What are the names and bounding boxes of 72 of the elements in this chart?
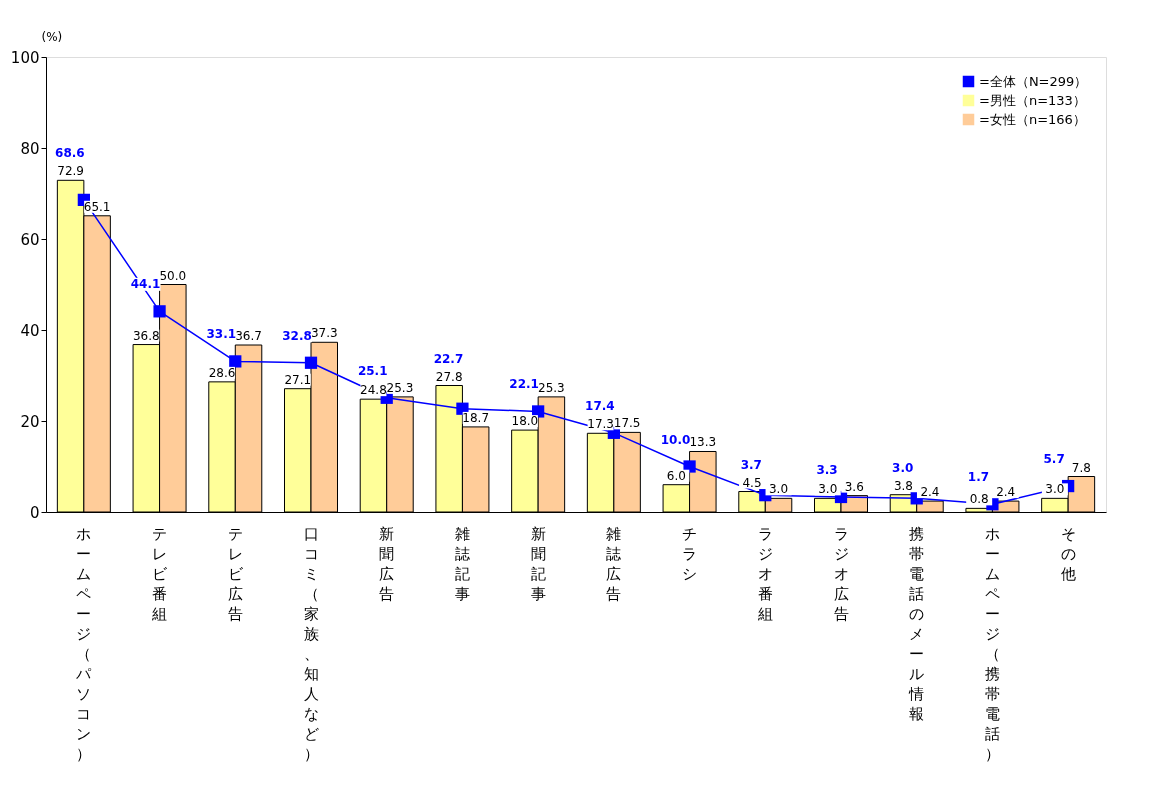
data-label: 44.1 (130, 277, 161, 292)
x-tick-label: 新聞記事 (530, 524, 546, 603)
y-tick-label: 40 (20, 321, 40, 340)
category-label: 口コミ（家族、知人など） (303, 524, 319, 763)
y-tick-label: 100 (10, 48, 40, 67)
data-label: 27.1 (284, 372, 312, 387)
x-tick-label: 新聞広告 (379, 524, 395, 603)
data-label: 36.8 (132, 328, 160, 343)
data-label: 18.0 (511, 414, 539, 429)
legend-label: =全体（N=299） (979, 73, 1088, 89)
data-label: 5.7 (1043, 452, 1065, 467)
x-tick-label: 雑誌広告 (606, 524, 622, 603)
data-label: 32.8 (282, 328, 312, 343)
data-label: 36.7 (235, 329, 262, 344)
data-label: 24.8 (360, 383, 387, 398)
y-tick-label: 60 (20, 230, 40, 249)
data-label: 27.8 (435, 369, 463, 384)
x-tick-label: ラジオ広告 (833, 524, 849, 623)
x-tick-label: テレビ番組 (151, 524, 169, 623)
data-label: 3.0 (892, 460, 914, 475)
y-tick-label: 80 (20, 139, 40, 158)
data-label: 3.0 (818, 482, 838, 497)
data-label: 6.0 (666, 468, 686, 483)
data-label: 72.9 (57, 164, 84, 179)
point (532, 405, 545, 418)
data-label: 17.5 (613, 416, 641, 431)
data-label: 3.3 (816, 462, 838, 477)
point (683, 460, 696, 473)
legend-label: =女性（n=166） (979, 111, 1086, 127)
x-tick-label: 雑誌記事 (454, 524, 470, 603)
data-label: 2.4 (996, 485, 1016, 500)
data-label: 25.3 (386, 380, 414, 395)
point (304, 356, 318, 369)
category-label: ホームページ（パソコン） (76, 524, 92, 763)
data-label: 37.3 (310, 326, 338, 341)
data-label: 25.1 (357, 363, 388, 378)
legend-label: =男性（n=133） (979, 92, 1086, 108)
data-label: 3.8 (893, 478, 914, 493)
x-tick-label: チラシ (682, 524, 698, 583)
data-label: 3.6 (844, 479, 864, 494)
data-label: 3.0 (768, 482, 789, 497)
data-label: 28.6 (208, 365, 236, 380)
point (456, 402, 469, 415)
data-label: 18.7 (462, 410, 490, 425)
data-label: 2.4 (920, 485, 940, 500)
data-label: 3.0 (1045, 482, 1065, 497)
data-label: 13.3 (689, 435, 717, 450)
data-label: 22.7 (433, 351, 464, 366)
data-label: 17.4 (585, 398, 615, 413)
y-tick-label: 0 (29, 503, 40, 522)
point (229, 355, 242, 368)
data-label: 25.3 (538, 380, 565, 395)
point (153, 305, 166, 318)
data-label: 17.3 (587, 417, 614, 432)
y-axis-title: (%) (41, 29, 63, 44)
category-label: 携帯電話のメール情報 (909, 524, 925, 723)
data-label: 7.8 (1071, 460, 1091, 475)
data-label: 3.7 (740, 457, 762, 472)
data-label: 4.5 (742, 475, 762, 490)
data-label: 50.0 (159, 268, 187, 283)
data-label: 68.6 (55, 146, 85, 161)
data-label: 33.1 (206, 327, 237, 342)
data-label: 0.8 (969, 492, 989, 507)
data-label: 10.0 (660, 432, 691, 447)
y-tick-label: 20 (20, 412, 40, 431)
x-tick-label: ラジオ番組 (756, 524, 773, 623)
x-tick-label: その他 (1060, 524, 1076, 583)
data-label: 65.1 (83, 199, 111, 214)
data-label: 22.1 (509, 377, 539, 392)
category-label: ホームページ（携帯電話） (984, 524, 1000, 763)
x-tick-label: テレビ広告 (227, 524, 244, 623)
data-label: 1.7 (967, 470, 990, 485)
